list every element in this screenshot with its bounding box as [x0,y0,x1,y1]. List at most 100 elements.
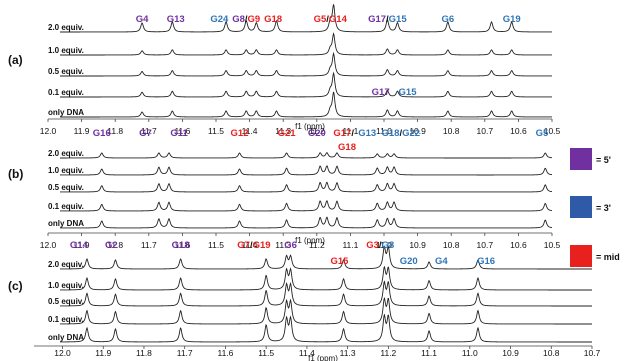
spectrum-trace [60,280,592,307]
peak-assignment-part: G6 [284,240,297,251]
x-tick-label: 12.0 [40,126,57,136]
peak-assignment-part: G13 [167,14,185,25]
peak-assignment-label: G8/G9 [232,14,260,25]
x-tick-label: 10.6 [510,126,527,136]
trace-label: 1.0 equiv. [48,46,84,55]
peak-assignment-part: G11 [170,128,188,139]
x-tick-label: 10.8 [543,348,560,358]
peak-assignment-part: G16 [477,256,495,267]
peak-assignment-label: G15 [399,87,418,98]
peak-assignment-label: G13 [167,14,185,25]
peak-assignment-part: G19 [503,14,521,25]
peak-assignment-label: G11 [170,128,188,139]
peak-assignment-label: G18 [172,240,190,251]
x-tick-label: 10.7 [477,240,494,250]
trace-label: 0.1 equiv. [48,315,84,324]
peak-assignment-part: / [379,240,382,251]
x-tick-label: 11.6 [174,126,190,136]
peak-assignment-label: G21 [278,128,297,139]
peak-assignment-label: G5/G14 [314,14,348,25]
x-tick-label: 11.1 [421,348,437,358]
x-tick-label: 11.4 [242,126,258,136]
peak-assignment-label: G4 [136,14,149,25]
spectrum-trace [60,4,552,33]
x-axis-title: f1 (ppm) [308,354,338,361]
peak-assignment-part: G3 [366,240,379,251]
trace-label: 0.1 equiv. [48,202,84,211]
trace-label: 0.5 equiv. [48,183,84,192]
peak-assignment-label: G5 [536,128,549,139]
peak-assignment-label: G15 [330,256,349,267]
x-axis-title: f1 (ppm) [295,122,325,131]
peak-assignment-part: G12 [231,128,249,139]
x-tick-label: 11.3 [275,240,291,250]
spectrum-trace [60,165,553,176]
x-tick-label: 11.9 [74,126,90,136]
peak-assignment-part: G14 [329,14,348,25]
legend-label: = 5' [596,155,611,165]
peak-assignment-label: G17 [372,87,390,98]
legend-swatch [570,245,592,267]
x-tick-label: 11.5 [208,126,224,136]
peak-assignment-part: G4 [435,256,448,267]
peak-assignment-label: G4 [435,256,448,267]
peak-assignment-part: / [245,14,248,25]
peak-assignment-label: G18/G22 [382,128,421,139]
trace-label: 2.0 equiv. [48,260,84,269]
peak-assignment-label: G2 [105,240,118,251]
x-tick-label: 11.3 [275,126,291,136]
x-tick-label: 11.6 [217,348,233,358]
trace-label: 2.0 equiv. [48,23,84,32]
peak-assignment-label: G18 [338,142,356,153]
x-tick-label: 12.0 [40,240,57,250]
trace-label: only DNA [48,108,84,117]
trace-label: 1.0 equiv. [48,281,84,290]
peak-assignment-part: G6 [441,14,454,25]
x-tick-label: 10.7 [584,348,601,358]
x-tick-label: 11.8 [107,126,123,136]
x-tick-label: 11.4 [299,348,315,358]
peak-assignment-label: G16 [93,128,111,139]
panel-label: (b) [8,167,23,181]
peak-assignment-label: G16 [477,256,495,267]
peak-assignment-label: G17/ [333,128,354,139]
spectrum-trace [60,245,592,270]
legend-swatch [570,148,592,170]
peak-assignment-part: G18 [338,142,356,153]
legend-label: = mid [596,252,620,262]
peak-assignment-part: G18 [382,128,400,139]
peak-assignment-part: G17 [372,87,390,98]
peak-assignment-part: G18 [172,240,190,251]
peak-assignment-label: G20 [400,256,418,267]
peak-assignment-part: G7 [139,128,152,139]
peak-assignment-part: / [399,128,402,139]
spectrum-trace [60,71,552,98]
peak-assignment-part: G17 [368,14,386,25]
spectrum-trace [60,200,553,212]
x-tick-label: 11.4 [242,240,258,250]
spectrum-trace [60,51,552,77]
peak-assignment-part: G5 [314,14,327,25]
peak-assignment-part: / [351,128,354,139]
x-tick-label: 11.8 [136,348,152,358]
peak-assignment-label: G19 [503,14,521,25]
peak-assignment-part: G4 [136,14,149,25]
peak-assignment-part: G17 [333,128,351,139]
x-tick-label: 10.5 [544,240,561,250]
x-tick-label: 11.0 [376,240,392,250]
x-tick-label: 11.2 [309,126,325,136]
spectrum-trace [60,265,592,291]
spectrum-trace [59,296,592,325]
peak-assignment-part: G19 [253,240,271,251]
peak-assignment-label: G17/G15 [368,14,407,25]
peak-assignment-part: G16 [93,128,111,139]
spectrum-trace [60,32,552,56]
x-tick-label: 11.7 [177,348,193,358]
peak-assignment-label: G18 [264,14,282,25]
peak-assignment-label: G20 [308,128,326,139]
peak-assignment-part: G2 [105,240,118,251]
peak-assignment-part: G18 [264,14,282,25]
peak-assignment-part: G8 [382,240,395,251]
x-tick-label: 11.0 [376,126,392,136]
